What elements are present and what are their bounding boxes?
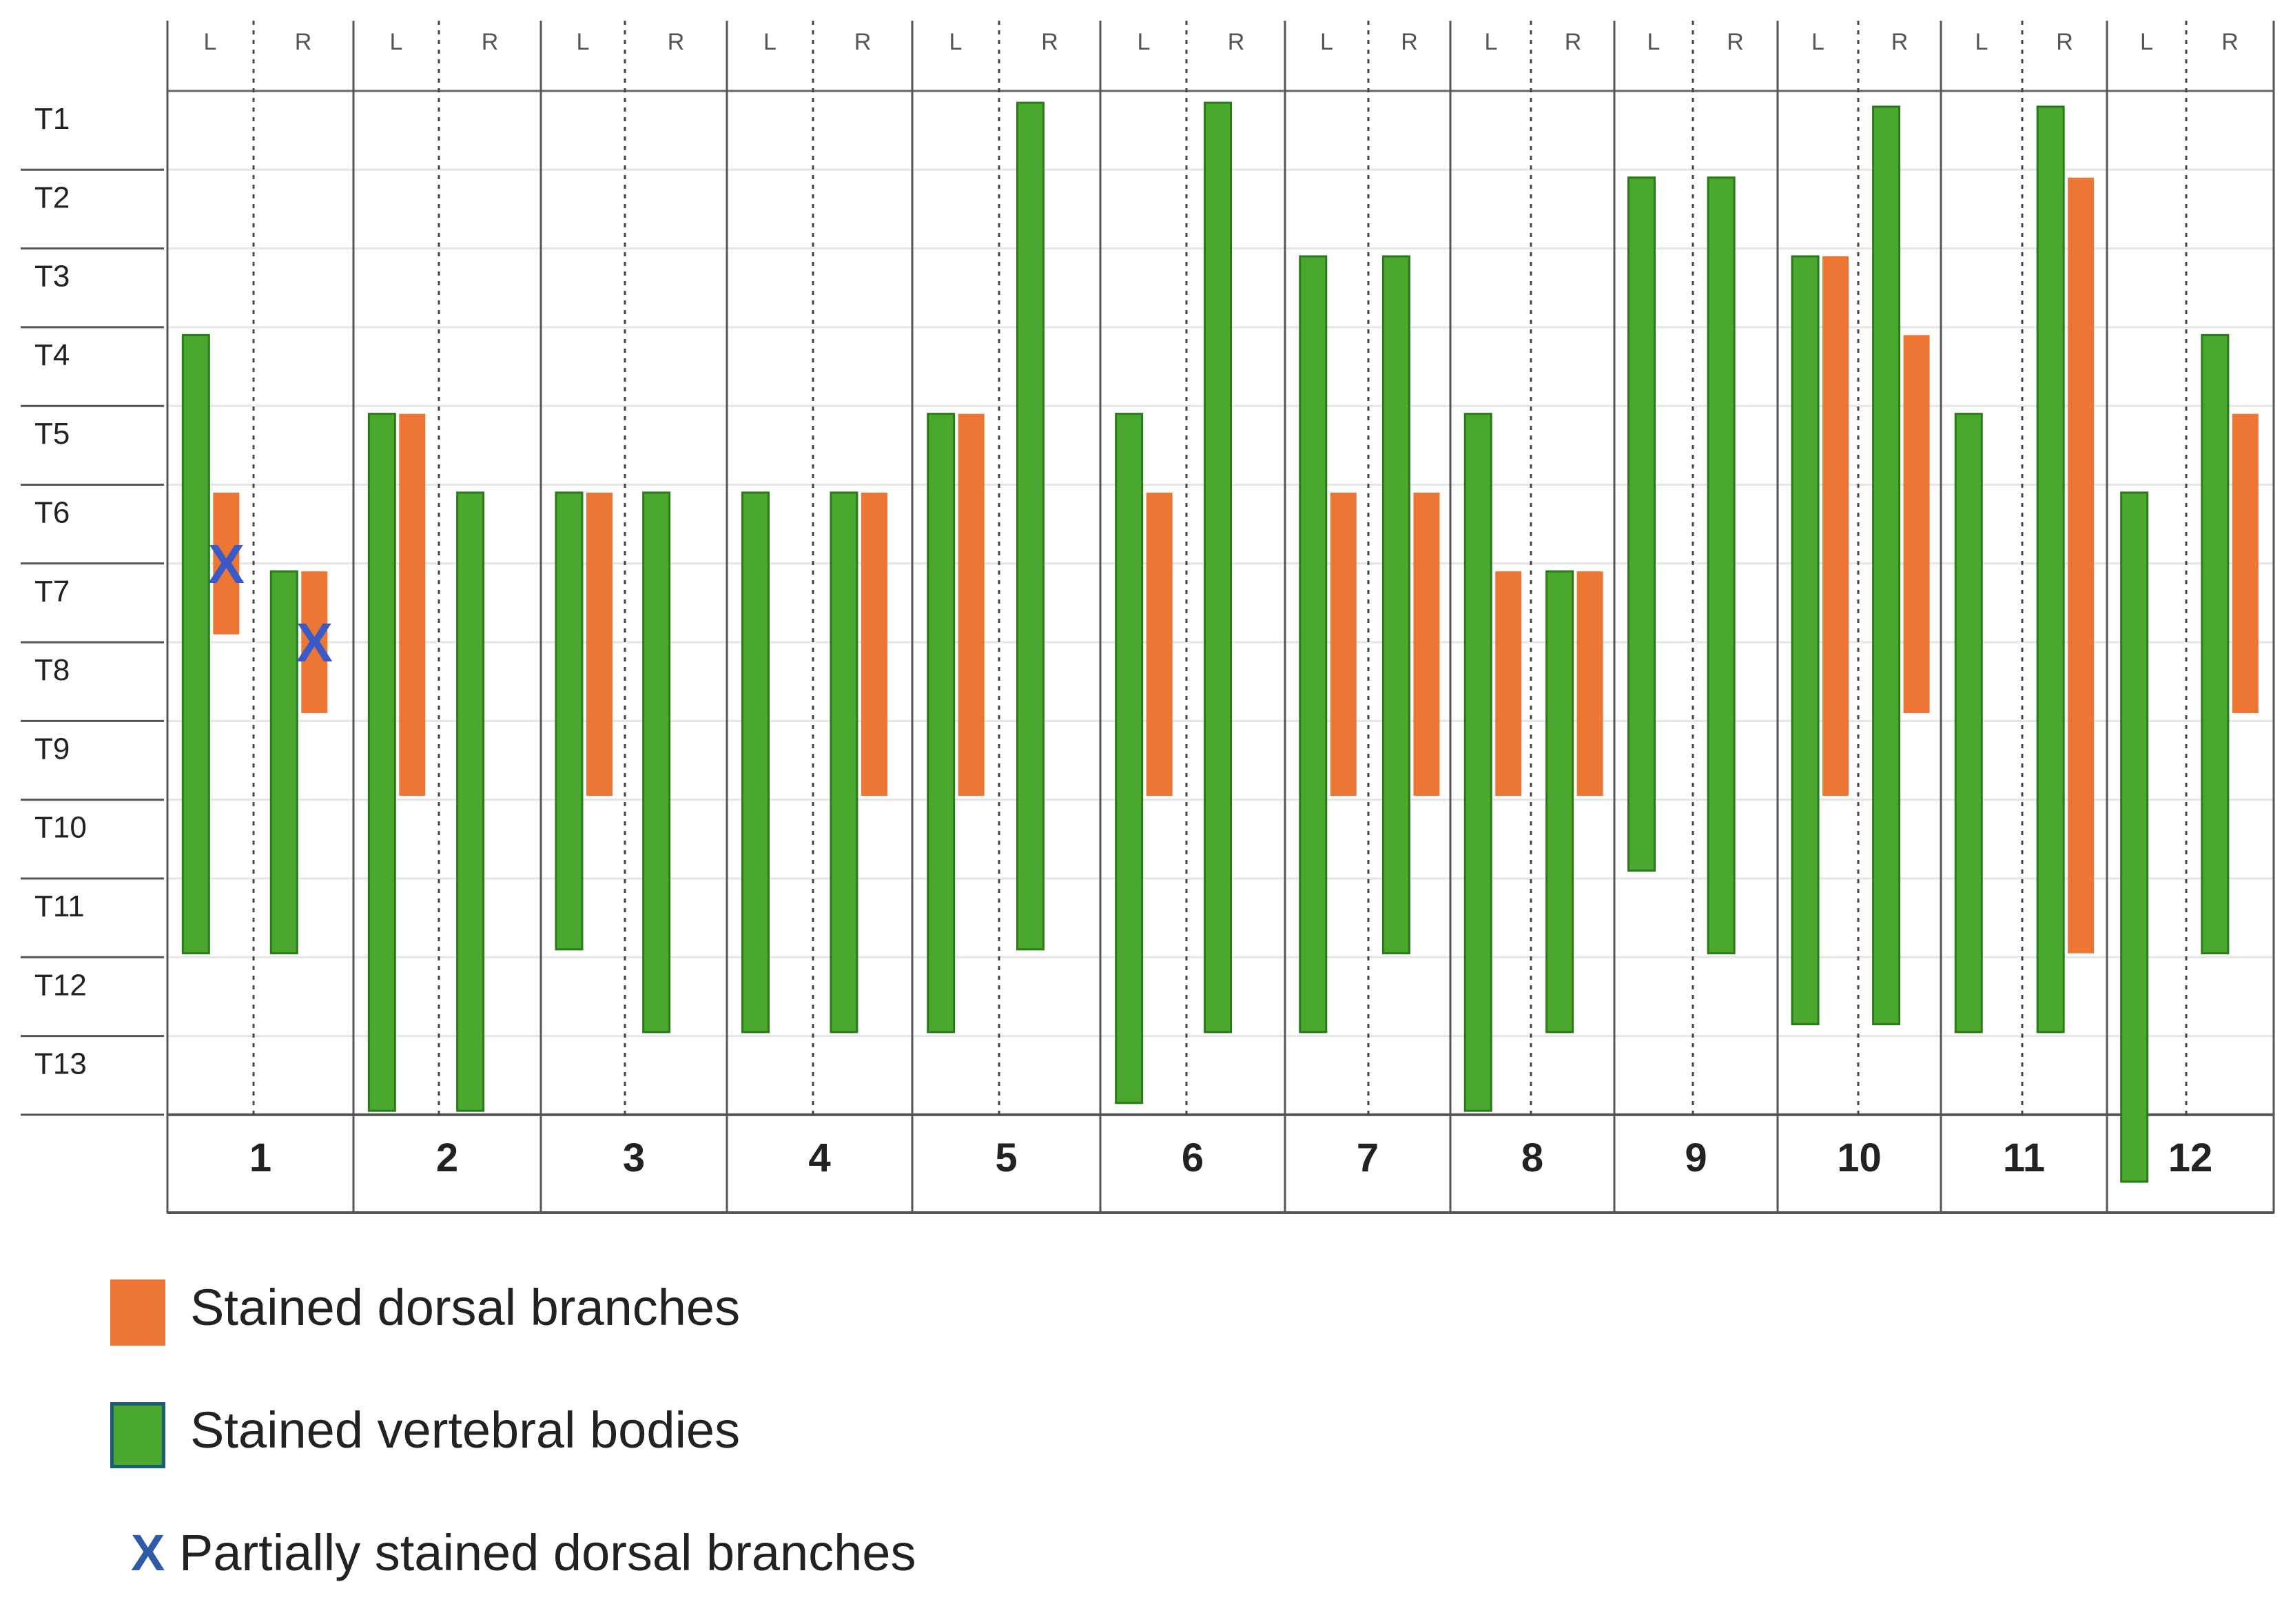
category-label: 10 bbox=[1837, 1135, 1882, 1180]
category-label: 12 bbox=[2168, 1135, 2213, 1180]
row-label: T3 bbox=[34, 260, 70, 294]
bar-vertebral bbox=[2036, 105, 2065, 1034]
bar-vertebral bbox=[642, 491, 671, 1034]
category-label: 7 bbox=[1357, 1135, 1379, 1180]
bar-dorsal bbox=[2068, 177, 2095, 954]
bar-vertebral bbox=[1954, 413, 1983, 1034]
side-label-right: R bbox=[1228, 29, 1245, 55]
legend-swatch-dorsal bbox=[110, 1279, 165, 1346]
bar-vertebral bbox=[1299, 255, 1328, 1034]
bar-dorsal bbox=[2232, 413, 2259, 713]
bar-vertebral bbox=[1627, 176, 1656, 872]
bar-dorsal bbox=[1330, 492, 1357, 796]
side-label-left: L bbox=[1647, 29, 1660, 55]
legend-partial-x-icon: X bbox=[131, 1524, 165, 1581]
chart: XX T1 T2 T3 T4 T5 T6 T7 T8 T9 T10 T11 T12 T13 L R 1 L R 2 L… bbox=[21, 21, 2275, 1214]
legend-label-vertebral: Stained vertebral bodies bbox=[190, 1401, 741, 1459]
side-label-left: L bbox=[1138, 29, 1151, 55]
bar-vertebral bbox=[830, 491, 858, 1034]
row-label: T11 bbox=[34, 890, 85, 923]
category-label: 1 bbox=[249, 1135, 271, 1180]
row-label: T4 bbox=[34, 338, 70, 372]
category-label: 4 bbox=[808, 1135, 830, 1180]
bar-dorsal bbox=[958, 413, 985, 796]
row-label: T2 bbox=[34, 181, 70, 214]
partial-stain-x-mark: X bbox=[296, 612, 333, 673]
bar-vertebral bbox=[1115, 413, 1144, 1104]
row-label: T12 bbox=[34, 968, 87, 1002]
labels-layer: T1 T2 T3 T4 T5 T6 T7 T8 T9 T10 T11 T12 T13 L R 1 L R 2 L R 3 L… bbox=[34, 29, 2239, 1180]
side-label-left: L bbox=[763, 29, 777, 55]
side-label-right: R bbox=[854, 29, 872, 55]
row-label: T9 bbox=[34, 732, 70, 765]
row-label: T10 bbox=[34, 811, 87, 845]
side-label-left: L bbox=[390, 29, 403, 55]
bar-vertebral bbox=[367, 413, 396, 1112]
bar-vertebral bbox=[1872, 105, 1901, 1025]
side-label-right: R bbox=[2056, 29, 2073, 55]
partial-stain-x-mark: X bbox=[208, 533, 245, 595]
side-label-left: L bbox=[577, 29, 590, 55]
bar-dorsal bbox=[586, 492, 613, 796]
bar-dorsal bbox=[861, 492, 887, 796]
side-label-right: R bbox=[1891, 29, 1909, 55]
row-label: T13 bbox=[34, 1047, 87, 1081]
bar-vertebral bbox=[555, 491, 584, 951]
side-label-left: L bbox=[949, 29, 963, 55]
side-label-left: L bbox=[204, 29, 217, 55]
bar-vertebral bbox=[456, 491, 485, 1112]
bar-dorsal bbox=[1903, 335, 1930, 713]
bar-vertebral bbox=[2120, 491, 2149, 1183]
row-label: T6 bbox=[34, 496, 70, 530]
bar-dorsal bbox=[1495, 571, 1522, 796]
category-label: 8 bbox=[1521, 1135, 1543, 1180]
bar-vertebral bbox=[1791, 255, 1820, 1025]
category-label: 5 bbox=[995, 1135, 1017, 1180]
bar-dorsal bbox=[1822, 256, 1849, 796]
legend-label-partial: Partially stained dorsal branches bbox=[179, 1524, 916, 1581]
category-label: 3 bbox=[623, 1135, 645, 1180]
side-label-left: L bbox=[2140, 29, 2153, 55]
bar-vertebral bbox=[1381, 255, 1410, 955]
bar-vertebral bbox=[1204, 101, 1233, 1034]
bar-dorsal bbox=[1146, 492, 1173, 796]
side-label-right: R bbox=[668, 29, 685, 55]
side-label-right: R bbox=[295, 29, 312, 55]
side-label-left: L bbox=[1320, 29, 1333, 55]
bar-dorsal bbox=[213, 492, 240, 635]
bar-vertebral bbox=[741, 491, 770, 1034]
bars-layer: XX bbox=[181, 101, 2259, 1183]
bar-dorsal bbox=[301, 571, 328, 713]
category-label: 11 bbox=[2003, 1135, 2045, 1180]
bar-vertebral bbox=[2201, 333, 2230, 955]
side-label-right: R bbox=[1041, 29, 1058, 55]
bar-vertebral bbox=[927, 413, 956, 1034]
side-label-right: R bbox=[2221, 29, 2239, 55]
bar-vertebral bbox=[1707, 176, 1736, 955]
side-label-left: L bbox=[1975, 29, 1988, 55]
row-label: T8 bbox=[34, 653, 70, 687]
bar-dorsal bbox=[399, 413, 426, 796]
legend-label-dorsal: Stained dorsal branches bbox=[190, 1279, 741, 1336]
bar-vertebral bbox=[269, 570, 298, 955]
category-label: 2 bbox=[436, 1135, 458, 1180]
row-label: T5 bbox=[34, 417, 70, 451]
bar-dorsal bbox=[1413, 492, 1440, 796]
bar-vertebral bbox=[1463, 413, 1492, 1112]
legend-swatch-vertebral bbox=[110, 1402, 165, 1468]
side-label-right: R bbox=[482, 29, 499, 55]
side-label-left: L bbox=[1811, 29, 1824, 55]
bar-vertebral bbox=[1016, 101, 1045, 951]
bar-dorsal bbox=[1576, 571, 1603, 796]
category-label: 9 bbox=[1685, 1135, 1707, 1180]
row-label: T7 bbox=[34, 575, 70, 608]
side-label-right: R bbox=[1727, 29, 1744, 55]
side-label-right: R bbox=[1565, 29, 1582, 55]
row-label: T1 bbox=[34, 102, 70, 136]
category-label: 6 bbox=[1182, 1135, 1204, 1180]
side-label-left: L bbox=[1485, 29, 1498, 55]
bar-vertebral bbox=[1545, 570, 1574, 1034]
bar-vertebral bbox=[181, 333, 210, 955]
side-label-right: R bbox=[1401, 29, 1418, 55]
